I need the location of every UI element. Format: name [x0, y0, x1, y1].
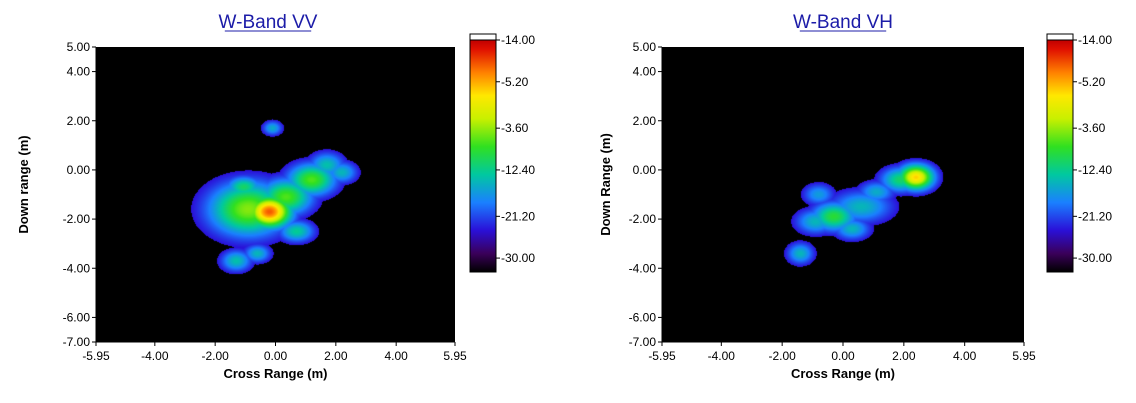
y-tick-label: 4.00 — [67, 65, 91, 79]
y-tick-label: -7.00 — [629, 335, 657, 349]
colorbar-label: -21.20 — [501, 209, 535, 223]
colorbar-label: -12.40 — [1078, 163, 1112, 177]
colorbar-label: -3.60 — [501, 121, 529, 135]
x-tick-label: -5.95 — [648, 349, 676, 363]
colorbar: -14.00 -5.20 -3.60 -12.40 -21.20 -30.00 — [469, 33, 535, 273]
colorbar-label: -5.20 — [1078, 75, 1106, 89]
y-tick-label: -4.00 — [629, 261, 657, 275]
y-tick-label: 0.00 — [67, 163, 91, 177]
colorbar-label: -5.20 — [501, 75, 529, 89]
y-tick-label: -6.00 — [63, 310, 91, 324]
x-tick-label: 0.00 — [264, 349, 288, 363]
y-tick-label: 4.00 — [633, 65, 657, 79]
colorbar-label: -30.00 — [1078, 251, 1112, 265]
chart-panel: W-Band VH 5.00 4.00 2.00 0.00 -2.00 -4.00 -6.00… — [598, 12, 1112, 381]
chart-title: W-Band VV — [219, 12, 318, 33]
colorbar-label: -14.00 — [1078, 33, 1112, 47]
y-axis-title: Down Range (m) — [598, 133, 613, 236]
x-tick-label: -2.00 — [201, 349, 229, 363]
y-tick-label: -2.00 — [63, 212, 91, 226]
x-tick-label: -2.00 — [768, 349, 796, 363]
colorbar-top-cap — [1046, 33, 1074, 41]
y-tick-label: 5.00 — [633, 40, 657, 54]
colorbar-gradient — [1046, 39, 1074, 273]
colorbar: -14.00 -5.20 -3.60 -12.40 -21.20 -30.00 — [1046, 33, 1112, 273]
x-axis-title: Cross Range (m) — [791, 366, 895, 381]
heatmap-image — [662, 47, 1024, 342]
chart-title: W-Band VH — [793, 12, 893, 33]
chart-panel: W-Band VV 5.00 4.00 2.00 0.00 -2.00 -4.00 -6.00… — [16, 12, 535, 381]
x-tick-label: 0.00 — [831, 349, 855, 363]
heatmap-image — [96, 47, 455, 342]
x-axis-title: Cross Range (m) — [223, 366, 327, 381]
y-tick-label: 2.00 — [633, 114, 657, 128]
colorbar-label: -30.00 — [501, 251, 535, 265]
y-tick-label: -4.00 — [63, 261, 91, 275]
x-tick-label: 5.95 — [443, 349, 467, 363]
x-tick-label: 2.00 — [324, 349, 348, 363]
x-tick-label: 4.00 — [953, 349, 977, 363]
colorbar-gradient — [469, 39, 497, 273]
x-tick-label: 4.00 — [384, 349, 408, 363]
x-tick-label: -4.00 — [708, 349, 736, 363]
x-tick-label: 2.00 — [892, 349, 916, 363]
colorbar-label: -21.20 — [1078, 209, 1112, 223]
y-tick-label: 0.00 — [633, 163, 657, 177]
x-tick-label: -4.00 — [141, 349, 169, 363]
y-tick-label: 2.00 — [67, 114, 91, 128]
y-tick-label: 5.00 — [67, 40, 91, 54]
colorbar-label: -12.40 — [501, 163, 535, 177]
y-tick-label: -2.00 — [629, 212, 657, 226]
colorbar-label: -3.60 — [1078, 121, 1106, 135]
colorbar-label: -14.00 — [501, 33, 535, 47]
y-tick-label: -7.00 — [63, 335, 91, 349]
x-tick-label: -5.95 — [82, 349, 110, 363]
colorbar-top-cap — [469, 33, 497, 41]
y-axis-title: Down range (m) — [16, 135, 31, 233]
x-tick-label: 5.95 — [1012, 349, 1036, 363]
y-tick-label: -6.00 — [629, 310, 657, 324]
